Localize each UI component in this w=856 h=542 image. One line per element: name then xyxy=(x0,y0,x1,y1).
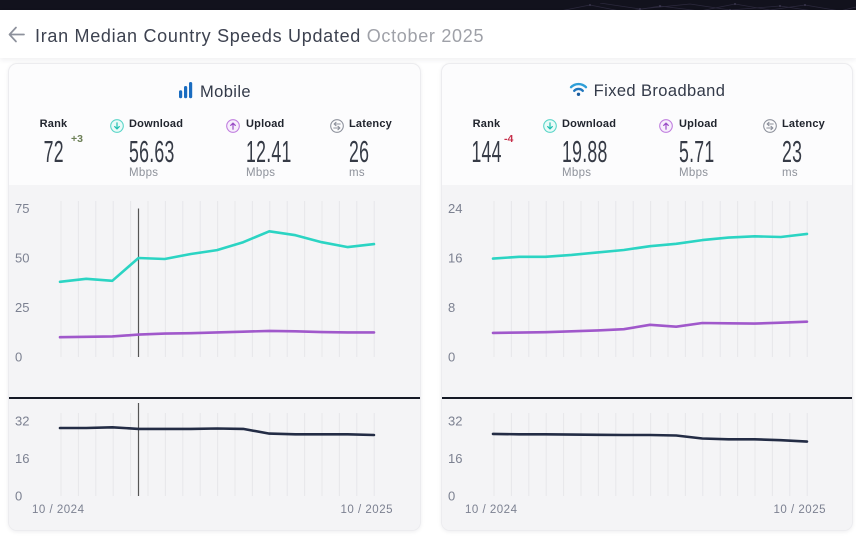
svg-text:32: 32 xyxy=(448,414,462,429)
svg-text:0: 0 xyxy=(448,350,455,365)
svg-text:25: 25 xyxy=(15,300,29,315)
svg-text:10 / 2025: 10 / 2025 xyxy=(774,504,826,516)
svg-text:10 / 2024: 10 / 2024 xyxy=(32,504,85,516)
svg-text:0: 0 xyxy=(15,350,22,365)
svg-text:50: 50 xyxy=(15,251,29,266)
svg-text:24: 24 xyxy=(448,201,462,216)
svg-text:10 / 2025: 10 / 2025 xyxy=(341,504,393,516)
svg-text:0: 0 xyxy=(448,489,455,504)
svg-text:16: 16 xyxy=(15,451,29,466)
svg-text:75: 75 xyxy=(15,201,29,216)
svg-text:32: 32 xyxy=(15,414,29,429)
svg-text:16: 16 xyxy=(448,251,462,266)
svg-text:0: 0 xyxy=(15,489,22,504)
svg-text:8: 8 xyxy=(448,300,455,315)
svg-text:16: 16 xyxy=(448,451,462,466)
svg-text:10 / 2024: 10 / 2024 xyxy=(465,504,518,516)
